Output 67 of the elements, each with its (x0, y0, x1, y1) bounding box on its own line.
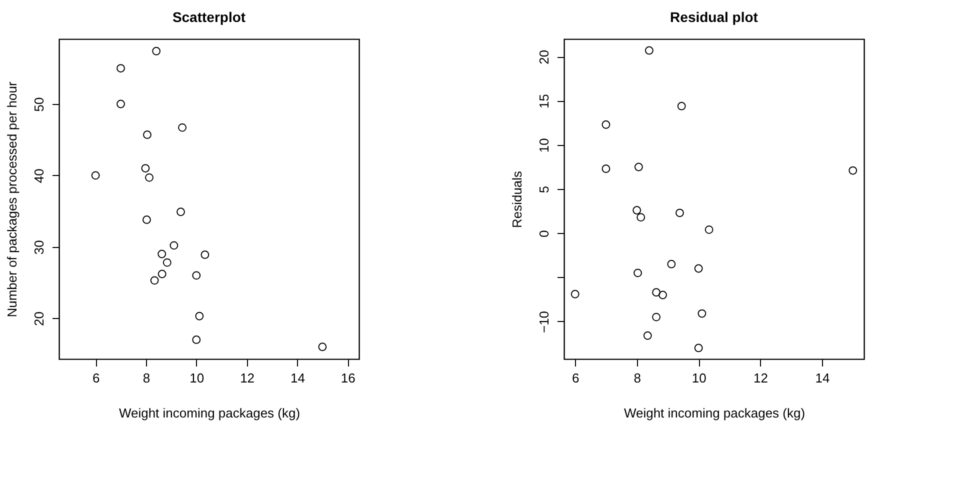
y-tick-label: 5 (536, 186, 552, 194)
point (91, 171, 100, 180)
point (200, 250, 210, 259)
chart-title: Scatterplot (172, 9, 246, 25)
point (145, 173, 154, 182)
y-tick-label: −10 (536, 310, 552, 334)
point (195, 312, 204, 320)
point (150, 276, 159, 285)
point (116, 100, 125, 108)
y-tick-label: 40 (32, 168, 46, 184)
point (694, 344, 703, 352)
point (152, 46, 161, 56)
point (116, 64, 125, 72)
point (634, 268, 642, 278)
x-tick-label: 12 (754, 370, 768, 386)
x-tick-label: 14 (290, 370, 305, 386)
x-tick-label: 10 (190, 370, 204, 386)
point (698, 309, 706, 318)
point (644, 46, 654, 55)
y-axis-title: Number of packages processed per hour (4, 81, 20, 318)
y-tick-label: 20 (32, 312, 46, 326)
point (652, 312, 660, 322)
x-tick-label: 12 (240, 370, 255, 386)
y-tick-label: 50 (32, 97, 46, 112)
point (192, 271, 201, 280)
point (677, 102, 686, 110)
chart-title: Residual plot (670, 9, 758, 25)
point (602, 120, 610, 129)
point (652, 288, 660, 297)
x-tick-label: 6 (572, 370, 580, 386)
point (141, 164, 150, 172)
point (178, 123, 186, 132)
point (658, 290, 667, 300)
point (676, 208, 684, 218)
x-tick-label: 8 (142, 370, 150, 386)
point (192, 336, 201, 344)
point (694, 264, 703, 273)
point (318, 342, 327, 352)
y-tick-label: 10 (536, 138, 552, 153)
point (176, 208, 185, 216)
point (170, 241, 178, 250)
point (667, 260, 676, 268)
point (158, 270, 166, 278)
point (142, 216, 151, 224)
x-tick-label: 14 (815, 370, 830, 386)
x-tick-label: 8 (634, 370, 641, 386)
point (636, 213, 646, 222)
y-tick-label: 15 (536, 94, 552, 109)
x-tick-label: 16 (340, 370, 356, 386)
x-axis-title: Weight incoming packages (kg) (624, 406, 806, 420)
point (158, 250, 166, 258)
point (632, 206, 642, 214)
y-axis-title: Residuals (510, 170, 524, 228)
point (602, 164, 610, 173)
point (162, 258, 172, 267)
point (570, 290, 580, 298)
y-tick-label: 0 (536, 230, 552, 238)
point (143, 130, 152, 139)
x-axis-title: Weight incoming packages (kg) (118, 406, 300, 420)
point (634, 162, 643, 172)
point (848, 166, 858, 175)
point (704, 225, 714, 234)
point (643, 331, 652, 340)
x-tick-label: 6 (92, 370, 100, 386)
x-tick-label: 10 (692, 370, 706, 386)
y-tick-label: 30 (32, 240, 46, 255)
y-tick-label: 20 (536, 50, 552, 64)
